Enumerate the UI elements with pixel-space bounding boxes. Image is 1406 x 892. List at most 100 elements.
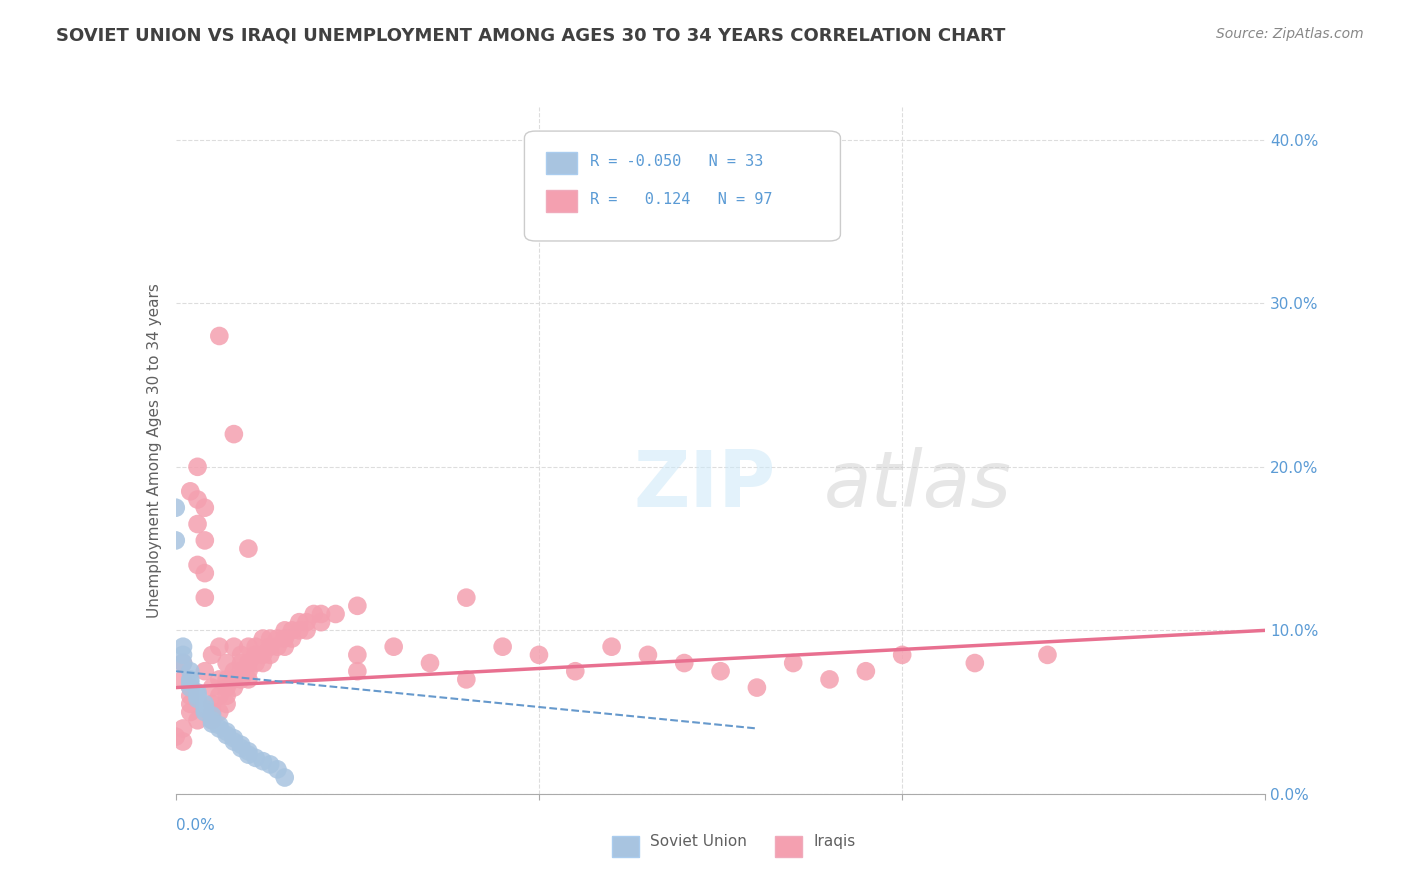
Point — [252, 754, 274, 768]
Point — [245, 656, 267, 670]
Y-axis label: Unemployment Among Ages 30 to 34 years: Unemployment Among Ages 30 to 34 years — [146, 283, 162, 618]
Point — [238, 744, 260, 758]
Point — [179, 681, 201, 695]
Point — [215, 697, 238, 711]
Point — [274, 624, 297, 638]
Point — [238, 656, 260, 670]
Bar — [546, 190, 576, 212]
Point — [186, 692, 209, 706]
Point — [222, 673, 245, 687]
Point — [194, 591, 217, 605]
Point — [600, 640, 623, 654]
Point — [252, 656, 274, 670]
Point — [186, 516, 209, 531]
Point — [266, 762, 288, 776]
Point — [208, 673, 231, 687]
Point — [238, 664, 260, 679]
Point — [274, 640, 297, 654]
Point — [172, 722, 194, 736]
Point — [295, 624, 318, 638]
Point — [215, 656, 238, 670]
Point — [186, 714, 209, 728]
Point — [172, 656, 194, 670]
Point — [564, 664, 586, 679]
Text: R = -0.050   N = 33: R = -0.050 N = 33 — [591, 154, 763, 169]
Point — [222, 640, 245, 654]
Text: R =   0.124   N = 97: R = 0.124 N = 97 — [591, 193, 772, 207]
Point — [215, 681, 238, 695]
Point — [201, 681, 224, 695]
Text: Iraqis: Iraqis — [813, 834, 855, 849]
Point — [266, 640, 288, 654]
Point — [281, 624, 304, 638]
Point — [179, 705, 201, 719]
Text: Source: ZipAtlas.com: Source: ZipAtlas.com — [1216, 27, 1364, 41]
Point — [295, 615, 318, 630]
Point — [745, 681, 768, 695]
Point — [259, 648, 281, 662]
Point — [172, 656, 194, 670]
Point — [274, 771, 297, 785]
Point — [222, 427, 245, 442]
Point — [346, 664, 368, 679]
Text: atlas: atlas — [824, 447, 1012, 523]
Point — [231, 656, 253, 670]
Point — [419, 656, 441, 670]
Point — [215, 724, 238, 739]
Point — [194, 566, 217, 580]
Point — [252, 632, 274, 646]
Point — [215, 728, 238, 742]
Point — [186, 558, 209, 572]
Point — [238, 640, 260, 654]
Point — [492, 640, 515, 654]
Point — [238, 541, 260, 556]
Point — [201, 648, 224, 662]
Point — [231, 664, 253, 679]
Point — [172, 673, 194, 687]
Point — [222, 664, 245, 679]
Point — [325, 607, 347, 621]
Point — [208, 722, 231, 736]
Text: SOVIET UNION VS IRAQI UNEMPLOYMENT AMONG AGES 30 TO 34 YEARS CORRELATION CHART: SOVIET UNION VS IRAQI UNEMPLOYMENT AMONG… — [56, 27, 1005, 45]
Point — [266, 632, 288, 646]
Text: Soviet Union: Soviet Union — [650, 834, 747, 849]
Point — [208, 705, 231, 719]
Bar — [546, 153, 576, 174]
Point — [201, 714, 224, 728]
Point — [201, 716, 224, 731]
Point — [302, 607, 325, 621]
Point — [186, 685, 209, 699]
Point — [201, 697, 224, 711]
Point — [346, 599, 368, 613]
Point — [252, 648, 274, 662]
Point — [245, 640, 267, 654]
Bar — [775, 837, 803, 857]
Point — [194, 702, 217, 716]
Point — [194, 664, 217, 679]
Point — [855, 664, 877, 679]
Point — [222, 731, 245, 746]
Point — [165, 533, 187, 548]
Point — [179, 484, 201, 499]
Text: 0.0%: 0.0% — [176, 818, 215, 833]
Point — [215, 689, 238, 703]
Point — [222, 734, 245, 748]
Point — [245, 648, 267, 662]
Point — [179, 664, 201, 679]
Point — [208, 640, 231, 654]
Point — [288, 624, 311, 638]
Point — [382, 640, 405, 654]
Point — [222, 681, 245, 695]
Point — [637, 648, 659, 662]
Point — [201, 714, 224, 728]
Point — [179, 697, 201, 711]
Point — [186, 492, 209, 507]
Point — [172, 734, 194, 748]
Point — [1036, 648, 1059, 662]
Point — [215, 673, 238, 687]
Point — [231, 738, 253, 752]
Point — [274, 632, 297, 646]
Point — [194, 697, 217, 711]
Point — [456, 673, 478, 687]
Point — [309, 615, 332, 630]
